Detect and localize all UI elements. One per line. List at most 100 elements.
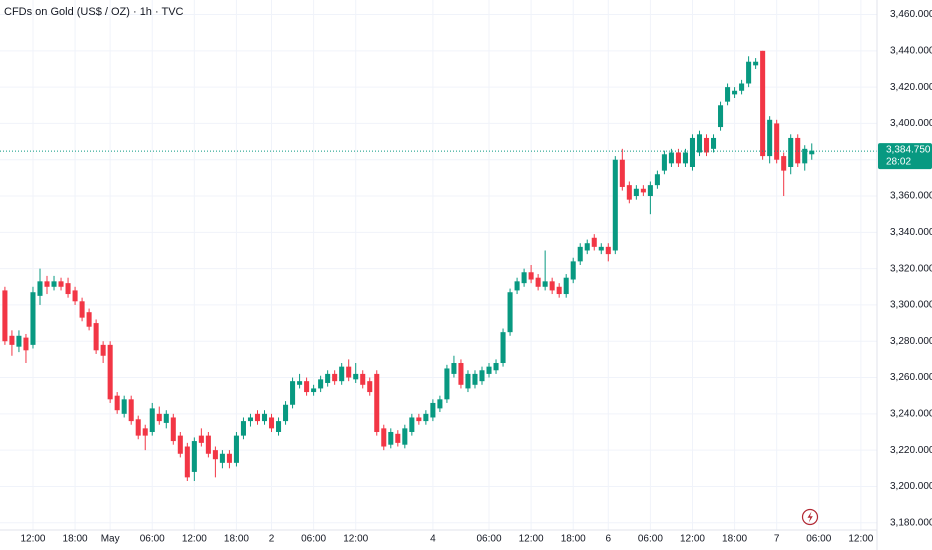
candle-body	[395, 433, 401, 443]
candle-body	[626, 185, 632, 200]
candle-body	[332, 373, 338, 382]
candle-body	[458, 363, 464, 385]
x-tick-label: 06:00	[476, 534, 501, 545]
candle-body	[556, 286, 562, 295]
candle-body	[654, 174, 660, 186]
x-tick-label: 06:00	[301, 534, 326, 545]
candle-body	[205, 435, 211, 454]
y-tick-label: 3,280.000	[890, 336, 932, 347]
candle-body	[37, 281, 43, 296]
candle-body	[619, 159, 625, 187]
candle-body	[268, 417, 275, 429]
candle-body	[44, 281, 50, 287]
candle-body	[739, 83, 745, 91]
candle-body	[30, 292, 36, 345]
candle-body	[703, 137, 710, 153]
candle-body	[760, 50, 766, 157]
candle-body	[633, 188, 639, 197]
candle-body	[191, 441, 197, 472]
x-tick-label: 18:00	[561, 534, 586, 545]
candle-body	[689, 137, 696, 167]
candle-body	[584, 243, 590, 251]
x-tick-label: 12:00	[20, 534, 45, 545]
candle-body	[121, 399, 127, 414]
candle-body	[549, 281, 555, 291]
candles	[0, 50, 877, 481]
y-tick-label: 3,220.000	[890, 445, 932, 456]
candle-body	[774, 123, 780, 160]
candle-body	[605, 246, 611, 255]
candle-body	[261, 413, 268, 422]
candle-body	[711, 137, 717, 149]
candle-body	[72, 290, 78, 302]
candle-body	[367, 381, 373, 393]
candle-body	[51, 281, 57, 287]
candle-body	[254, 413, 261, 422]
x-tick-label: 18:00	[722, 534, 747, 545]
candle-body	[290, 381, 296, 405]
candle-body	[675, 152, 681, 164]
candle-body	[142, 428, 148, 436]
chart-title: CFDs on Gold (US$ / OZ) · 1h · TVC	[4, 6, 184, 18]
candle-body	[276, 421, 282, 432]
candle-body	[226, 453, 232, 463]
candle-body	[563, 277, 569, 295]
candle-body	[360, 373, 366, 385]
candle-body	[318, 379, 324, 389]
candle-body	[184, 446, 190, 478]
grid	[0, 0, 877, 530]
candle-body	[682, 152, 688, 164]
candle-body	[311, 388, 317, 393]
candle-body	[577, 246, 583, 262]
candle-body	[114, 395, 120, 411]
candle-body	[423, 413, 429, 422]
x-tick-label: 2	[269, 534, 275, 545]
candle-body	[479, 370, 485, 382]
candle-body	[198, 435, 204, 443]
y-tick-label: 3,420.000	[890, 82, 932, 93]
x-tick-label: 06:00	[638, 534, 663, 545]
candle-body	[437, 399, 443, 409]
x-tick-label: 06:00	[806, 534, 831, 545]
countdown-label: 28:02	[886, 157, 911, 168]
candle-body	[647, 185, 653, 197]
candle-body	[163, 413, 169, 423]
candle-body	[58, 281, 64, 287]
candle-body	[451, 363, 457, 374]
candle-body	[696, 134, 703, 153]
candle-body	[107, 344, 113, 400]
y-tick-label: 3,200.000	[890, 481, 932, 492]
candle-body	[809, 150, 815, 155]
candle-body	[65, 283, 71, 295]
candle-body	[297, 381, 303, 385]
candle-body	[86, 312, 92, 327]
x-tick-label: 18:00	[224, 534, 249, 545]
candle-body	[486, 366, 492, 374]
candle-body	[339, 366, 345, 382]
x-tick-label: 4	[430, 534, 436, 545]
candle-body	[325, 373, 331, 383]
candle-body	[156, 413, 162, 422]
replay-icon[interactable]	[801, 508, 819, 526]
candle-body	[732, 90, 738, 95]
candle-body	[353, 373, 359, 380]
y-tick-label: 3,300.000	[890, 300, 932, 311]
candle-body	[23, 337, 29, 351]
candle-body	[283, 404, 289, 422]
last-price-box	[878, 143, 932, 170]
candle-body	[746, 61, 752, 84]
candle-body	[219, 453, 225, 463]
candle-body	[493, 363, 499, 371]
y-tick-label: 3,240.000	[890, 408, 932, 419]
candle-body	[472, 373, 478, 385]
candle-body	[535, 277, 541, 287]
candle-body	[521, 272, 527, 284]
candle-body	[93, 323, 99, 351]
candle-body	[528, 272, 534, 280]
candle-body	[668, 152, 674, 164]
candle-body	[612, 159, 618, 251]
x-tick-label: May	[101, 534, 120, 545]
candle-body	[409, 417, 415, 432]
last-price-label: 3,384.750	[886, 145, 931, 156]
